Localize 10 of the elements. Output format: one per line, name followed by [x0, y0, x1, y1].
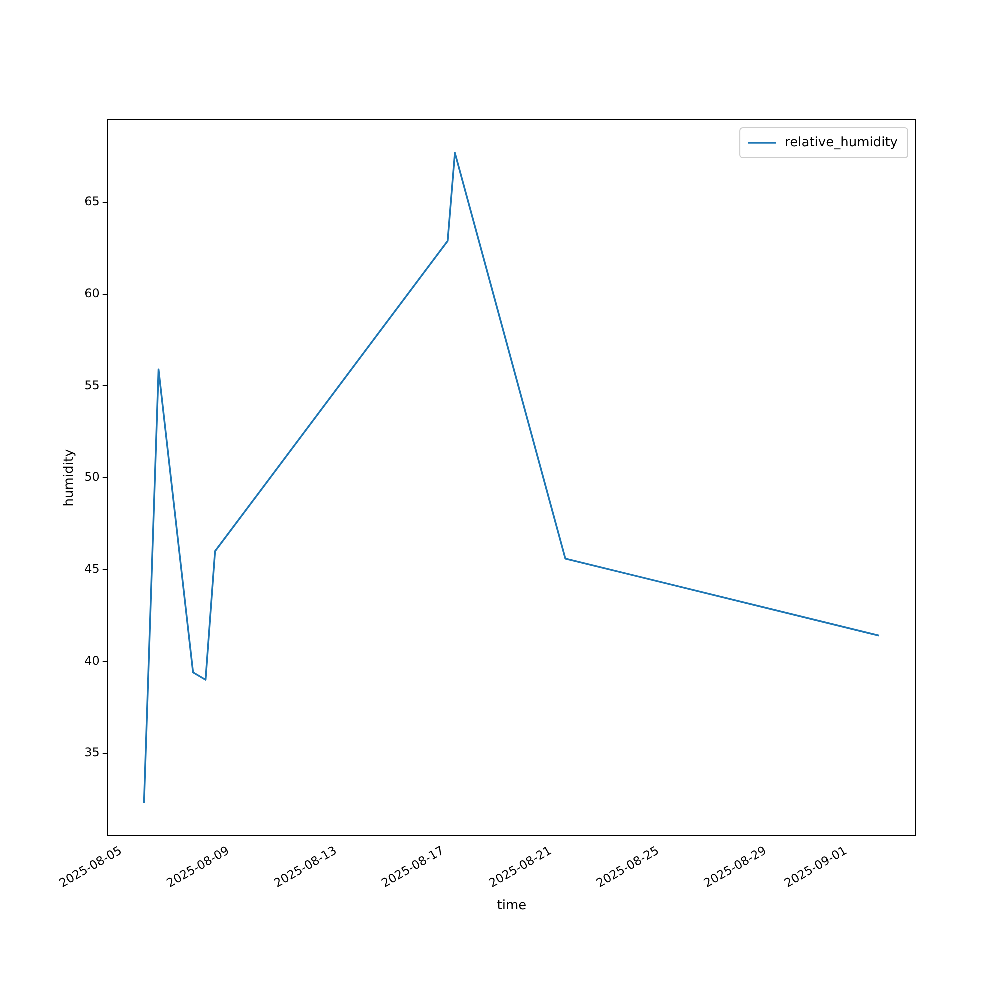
y-tick-label: 35	[84, 746, 100, 760]
y-tick-label: 55	[84, 378, 100, 392]
x-axis-title: time	[497, 898, 527, 914]
y-axis-title: humidity	[62, 449, 78, 507]
y-tick-label: 60	[84, 286, 100, 301]
y-tick-label: 50	[84, 470, 100, 484]
y-tick-label: 65	[84, 194, 100, 209]
y-tick-label: 40	[84, 654, 100, 668]
y-tick-label: 45	[84, 562, 100, 576]
legend-label: relative_humidity	[785, 135, 898, 150]
